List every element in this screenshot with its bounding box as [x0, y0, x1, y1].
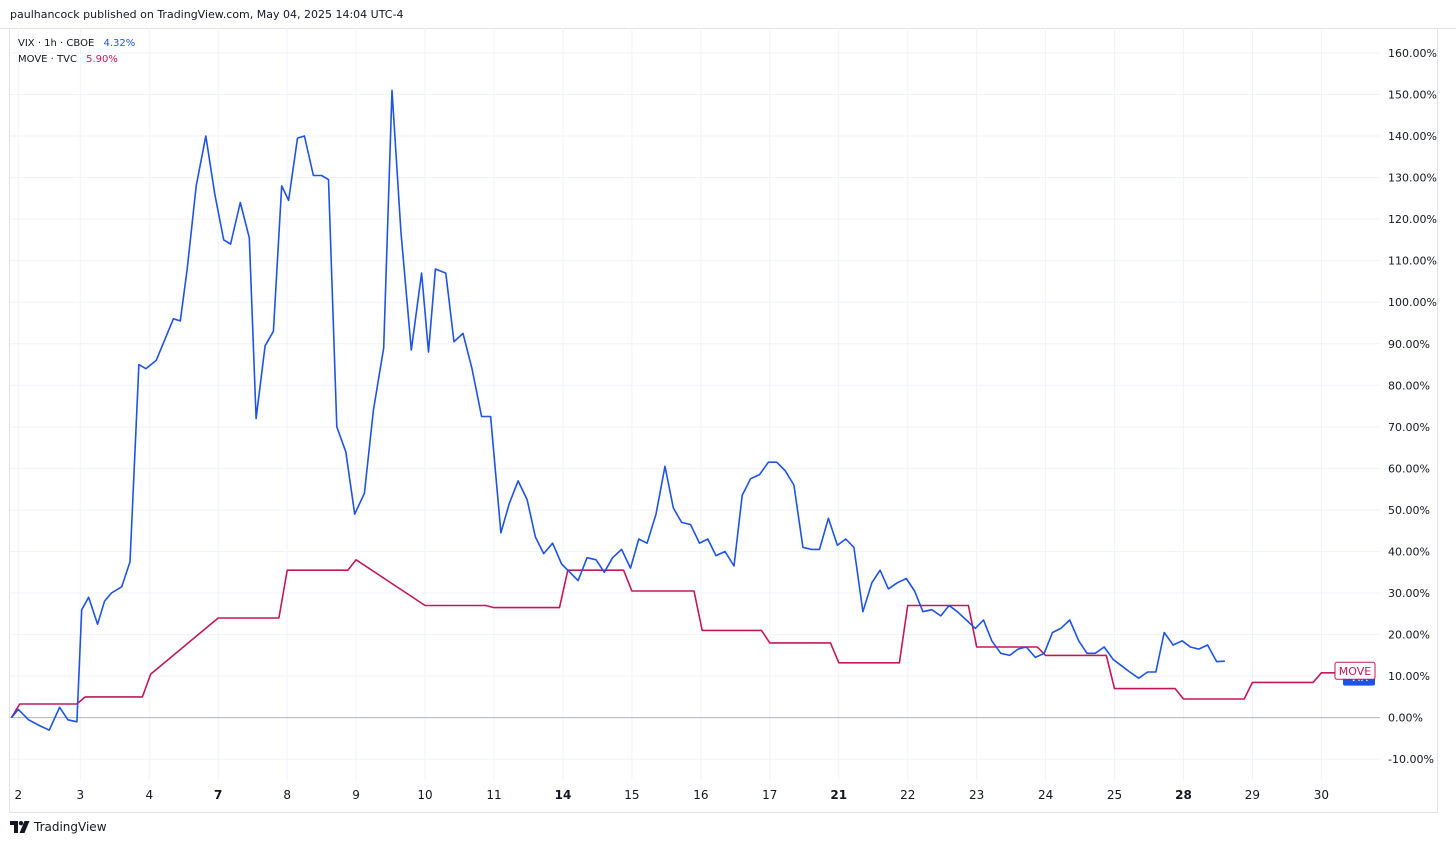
- last-value-label-move: MOVE: [1334, 661, 1376, 680]
- last-value-text: MOVE: [1339, 665, 1371, 678]
- y-tick-label: 90.00%: [1388, 338, 1430, 351]
- y-tick-label: 70.00%: [1388, 421, 1430, 434]
- legend-item-move[interactable]: MOVE · TVC 5.90%: [18, 52, 135, 68]
- y-tick-label: 120.00%: [1388, 213, 1437, 226]
- series-line-vix[interactable]: [10, 89, 1225, 731]
- tradingview-brand: TradingView: [34, 820, 107, 834]
- legend-value-move: 5.90%: [86, 54, 118, 65]
- x-tick-label: 29: [1245, 788, 1260, 802]
- x-tick-label: 8: [283, 788, 291, 802]
- x-tick-label: 30: [1314, 788, 1329, 802]
- legend: VIX · 1h · CBOE 4.32% MOVE · TVC 5.90%: [18, 36, 135, 68]
- x-tick-label: 11: [486, 788, 501, 802]
- legend-label-move: MOVE · TVC: [18, 54, 77, 65]
- tradingview-logo-icon: [10, 821, 30, 833]
- series-line-move[interactable]: [10, 559, 1343, 719]
- x-tick-label: 16: [693, 788, 708, 802]
- x-tick-label: 24: [1038, 788, 1053, 802]
- legend-item-vix[interactable]: VIX · 1h · CBOE 4.32%: [18, 36, 135, 52]
- y-tick-label: 160.00%: [1388, 47, 1437, 60]
- x-tick-label: 17: [762, 788, 777, 802]
- y-tick-label: 140.00%: [1388, 130, 1437, 143]
- y-tick-label: 100.00%: [1388, 296, 1437, 309]
- last-value-badge: [1334, 661, 1376, 680]
- x-tick-label: 25: [1107, 788, 1122, 802]
- x-tick-label: 21: [830, 788, 847, 802]
- x-tick-label: 2: [14, 788, 22, 802]
- x-tick-label: 28: [1175, 788, 1192, 802]
- x-tick-label: 22: [900, 788, 915, 802]
- y-tick-label: 130.00%: [1388, 172, 1437, 185]
- y-tick-label: 80.00%: [1388, 379, 1430, 392]
- y-tick-label: 150.00%: [1388, 88, 1437, 101]
- y-tick-label: 0.00%: [1388, 712, 1423, 725]
- x-tick-label: 15: [624, 788, 639, 802]
- chart-frame: [9, 28, 1438, 813]
- y-tick-label: 10.00%: [1388, 670, 1430, 683]
- publisher-info: paulhancock published on TradingView.com…: [10, 8, 404, 21]
- x-tick-label: 23: [969, 788, 984, 802]
- x-tick-label: 3: [77, 788, 85, 802]
- x-tick-label: 14: [555, 788, 572, 802]
- y-tick-label: 110.00%: [1388, 255, 1437, 268]
- y-tick-label: 50.00%: [1388, 504, 1430, 517]
- y-tick-label: 20.00%: [1388, 629, 1430, 642]
- legend-value-vix: 4.32%: [103, 38, 136, 49]
- y-tick-label: 60.00%: [1388, 462, 1430, 475]
- x-tick-label: 10: [417, 788, 432, 802]
- x-tick-label: 4: [145, 788, 153, 802]
- x-tick-label: 7: [214, 788, 222, 802]
- y-tick-label: 40.00%: [1388, 545, 1430, 558]
- y-tick-label: -10.00%: [1388, 753, 1434, 766]
- legend-label-vix: VIX · 1h · CBOE: [18, 38, 95, 49]
- footer[interactable]: TradingView: [10, 820, 107, 834]
- x-tick-label: 9: [352, 788, 360, 802]
- publisher-header: paulhancock published on TradingView.com…: [0, 0, 1456, 29]
- y-tick-label: 30.00%: [1388, 587, 1430, 600]
